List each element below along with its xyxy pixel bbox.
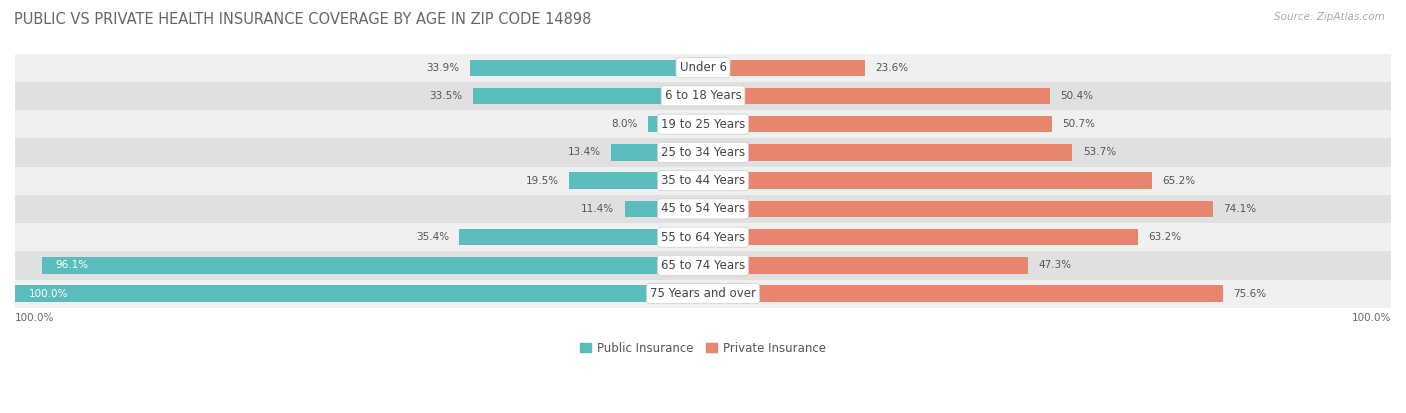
Text: 63.2%: 63.2% [1149,232,1181,242]
Text: PUBLIC VS PRIVATE HEALTH INSURANCE COVERAGE BY AGE IN ZIP CODE 14898: PUBLIC VS PRIVATE HEALTH INSURANCE COVER… [14,12,592,27]
Bar [15,280,1391,308]
Bar [703,88,1050,104]
Text: 50.7%: 50.7% [1062,119,1095,129]
Bar [569,173,703,189]
Text: 11.4%: 11.4% [581,204,614,214]
Text: 74.1%: 74.1% [1223,204,1256,214]
Bar [703,144,1073,161]
Bar [15,195,1391,223]
Text: 55 to 64 Years: 55 to 64 Years [661,230,745,244]
Bar [15,285,703,302]
Bar [703,257,1028,273]
Text: Under 6: Under 6 [679,61,727,74]
Text: Source: ZipAtlas.com: Source: ZipAtlas.com [1274,12,1385,22]
Bar [624,201,703,217]
Text: 33.5%: 33.5% [429,91,463,101]
Bar [15,166,1391,195]
Bar [703,59,865,76]
Bar [15,110,1391,138]
Bar [703,173,1152,189]
Bar [42,257,703,273]
Bar [15,54,1391,82]
Bar [470,59,703,76]
Bar [648,116,703,133]
Bar [703,229,1137,245]
Text: 23.6%: 23.6% [876,63,908,73]
Bar [610,144,703,161]
Text: 45 to 54 Years: 45 to 54 Years [661,202,745,216]
Bar [703,116,1052,133]
Text: 100.0%: 100.0% [1351,313,1391,323]
Bar [472,88,703,104]
Text: 100.0%: 100.0% [15,313,55,323]
Text: 96.1%: 96.1% [56,260,89,271]
Text: 35.4%: 35.4% [416,232,449,242]
Bar [15,82,1391,110]
Bar [703,285,1223,302]
Text: 47.3%: 47.3% [1039,260,1071,271]
Text: 13.4%: 13.4% [568,147,600,157]
Text: 35 to 44 Years: 35 to 44 Years [661,174,745,187]
Text: 33.9%: 33.9% [426,63,460,73]
Bar [15,251,1391,280]
Text: 6 to 18 Years: 6 to 18 Years [665,90,741,102]
Text: 100.0%: 100.0% [28,289,67,299]
Bar [15,138,1391,166]
Bar [460,229,703,245]
Text: 19.5%: 19.5% [526,176,558,186]
Text: 53.7%: 53.7% [1083,147,1116,157]
Text: 65.2%: 65.2% [1161,176,1195,186]
Text: 65 to 74 Years: 65 to 74 Years [661,259,745,272]
Text: 25 to 34 Years: 25 to 34 Years [661,146,745,159]
Text: 75.6%: 75.6% [1233,289,1267,299]
Bar [15,223,1391,251]
Bar [703,201,1213,217]
Text: 50.4%: 50.4% [1060,91,1092,101]
Text: 19 to 25 Years: 19 to 25 Years [661,118,745,131]
Text: 8.0%: 8.0% [612,119,638,129]
Legend: Public Insurance, Private Insurance: Public Insurance, Private Insurance [575,337,831,360]
Text: 75 Years and over: 75 Years and over [650,287,756,300]
